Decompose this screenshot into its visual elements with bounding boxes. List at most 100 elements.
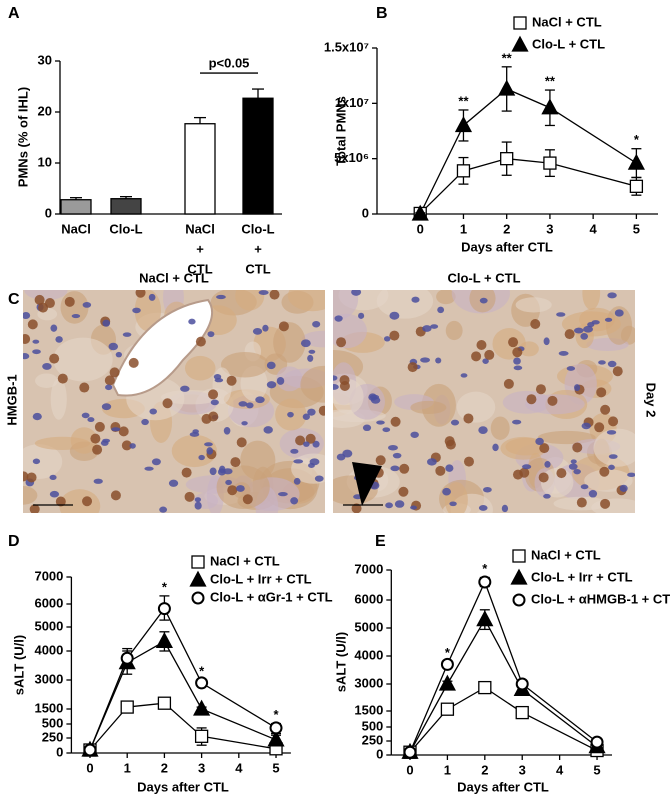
nucleus [382, 427, 391, 433]
x-tick-label: + [254, 241, 262, 256]
nucleus [522, 464, 532, 470]
x-tick-label: 0 [86, 760, 93, 775]
nucleus [118, 426, 129, 437]
marker [590, 735, 604, 749]
nucleus [568, 463, 578, 470]
nucleus [450, 419, 460, 426]
y-tick-label: 3000 [354, 675, 383, 690]
legend-marker [512, 549, 526, 563]
nucleus [334, 315, 343, 322]
marker [627, 153, 645, 170]
nucleus [558, 351, 569, 356]
nucleus [290, 497, 299, 505]
stain-patch [515, 297, 552, 313]
nucleus [410, 431, 419, 438]
nucleus [230, 457, 241, 468]
nucleus [94, 421, 105, 432]
nucleus [478, 505, 488, 511]
marker [157, 602, 171, 616]
marker [515, 705, 529, 720]
nucleus [305, 433, 316, 444]
nucleus [141, 418, 149, 426]
nucleus [492, 443, 499, 452]
nucleus [512, 347, 523, 358]
marker [498, 79, 516, 96]
legend-marker [189, 570, 207, 587]
nucleus [513, 365, 523, 371]
marker [120, 700, 134, 714]
stain-patch [490, 416, 510, 440]
nucleus [336, 453, 346, 461]
stain-patch [134, 290, 162, 332]
nucleus [128, 357, 139, 368]
nucleus [398, 486, 409, 497]
stain-patch [591, 498, 635, 513]
nucleus [206, 447, 214, 455]
y-tick-label: 0 [45, 205, 52, 220]
panel-title: Clo-L + CTL [447, 270, 520, 285]
marker [515, 677, 529, 691]
nucleus [607, 292, 617, 299]
nucleus [42, 363, 52, 370]
nucleus [109, 367, 120, 378]
nucleus [135, 290, 146, 298]
bar [242, 97, 274, 215]
nucleus [300, 339, 311, 348]
nucleus [57, 373, 68, 384]
x-axis-label: Days after CTL [461, 239, 553, 254]
nucleus [543, 337, 550, 346]
x-tick-label: CTL [245, 261, 270, 276]
nucleus [115, 351, 122, 358]
nucleus [104, 375, 115, 386]
marker [120, 651, 134, 665]
y-tick-label: 1500 [34, 700, 63, 715]
nucleus [129, 443, 136, 449]
series-line [419, 158, 637, 214]
y-tick-label: 0 [56, 744, 63, 759]
stain-patch [500, 436, 547, 460]
nucleus [594, 422, 605, 433]
nucleus [71, 314, 81, 319]
legend-label: NaCl + CTL [532, 14, 602, 29]
marker [83, 743, 97, 757]
nucleus [159, 506, 168, 513]
significance-star: * [482, 561, 488, 576]
x-tick-label: 2 [503, 221, 510, 236]
nucleus [278, 321, 289, 332]
nucleus [194, 497, 202, 503]
y-tick-label: 10 [38, 154, 52, 169]
nucleus [437, 306, 445, 314]
nucleus [399, 463, 410, 474]
nucleus [309, 458, 320, 466]
stain-patch [376, 290, 434, 319]
nucleus [362, 424, 372, 432]
marker [541, 98, 559, 115]
nucleus [278, 492, 288, 497]
y-tick-label: 4000 [34, 642, 63, 657]
bar [184, 123, 216, 215]
stain-patch [444, 481, 468, 513]
nucleus [81, 412, 90, 419]
nucleus [471, 351, 482, 362]
nucleus [162, 398, 173, 409]
nucleus [236, 485, 245, 492]
nucleus [108, 342, 119, 351]
nucleus [570, 459, 577, 464]
nucleus [223, 426, 231, 435]
nucleus [591, 320, 600, 325]
nucleus [600, 498, 611, 509]
nucleus [105, 384, 113, 391]
y-axis-label: PMNs (% of IHL) [15, 87, 30, 187]
nucleus [588, 489, 598, 498]
marker [478, 680, 492, 695]
nucleus [482, 358, 489, 364]
x-tick-label: 5 [593, 762, 600, 777]
nucleus [583, 325, 593, 333]
nucleus [302, 413, 310, 420]
nucleus [530, 318, 541, 329]
nucleus [121, 440, 132, 451]
stain-patch [593, 428, 635, 467]
nucleus [604, 317, 613, 322]
nucleus [184, 491, 195, 502]
